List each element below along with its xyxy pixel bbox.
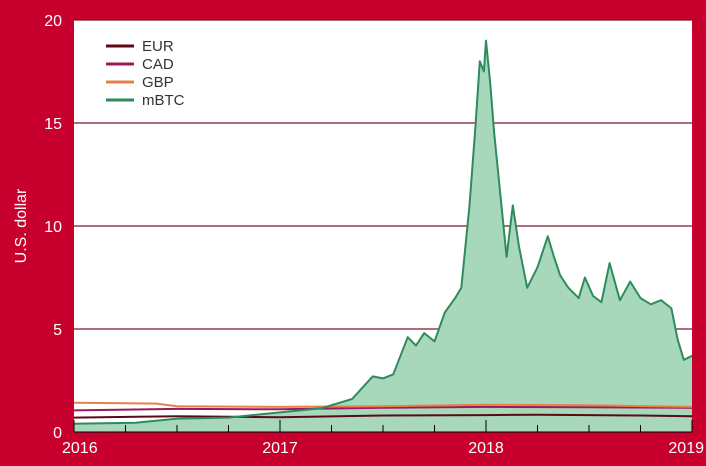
y-tick-label: 5 xyxy=(53,322,62,339)
x-tick-label: 2017 xyxy=(262,440,298,457)
x-tick-label: 2019 xyxy=(668,440,704,457)
x-tick-label: 2018 xyxy=(468,440,504,457)
y-tick-label: 20 xyxy=(44,13,62,30)
legend-label-cad: CAD xyxy=(142,56,174,73)
series-line-cad xyxy=(73,405,693,412)
x-tick-label: 2016 xyxy=(62,440,98,457)
y-axis-label: U.S. dollar xyxy=(13,188,30,263)
series-area-mbtc xyxy=(74,40,692,432)
series-line-eur xyxy=(73,413,693,419)
x-axis-tick-labels: 2016 2017 2018 2019 xyxy=(62,440,704,457)
legend-label-mbtc: mBTC xyxy=(142,92,185,109)
series-lines xyxy=(73,39,693,425)
x-axis-ticks xyxy=(73,420,693,432)
y-axis-tick-labels: 0 5 10 15 20 xyxy=(44,13,62,442)
y-tick-label: 15 xyxy=(44,116,62,133)
legend-label-gbp: GBP xyxy=(142,74,174,91)
y-tick-label: 10 xyxy=(44,219,62,236)
legend-label-eur: EUR xyxy=(142,38,174,55)
series-line-mbtc xyxy=(73,39,693,425)
area-layer xyxy=(74,40,692,432)
y-tick-label: 0 xyxy=(53,425,62,442)
series-line-gbp xyxy=(73,401,693,408)
